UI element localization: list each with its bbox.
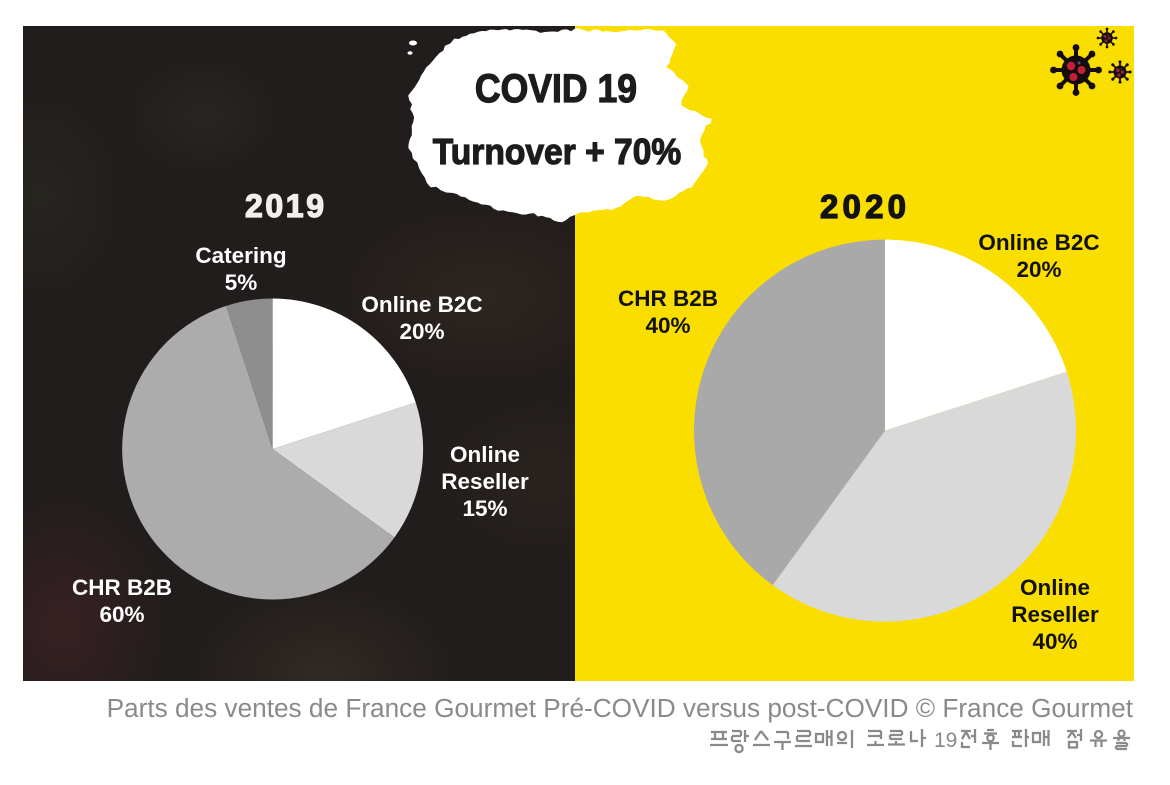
svg-text:19: 19 (934, 729, 957, 752)
